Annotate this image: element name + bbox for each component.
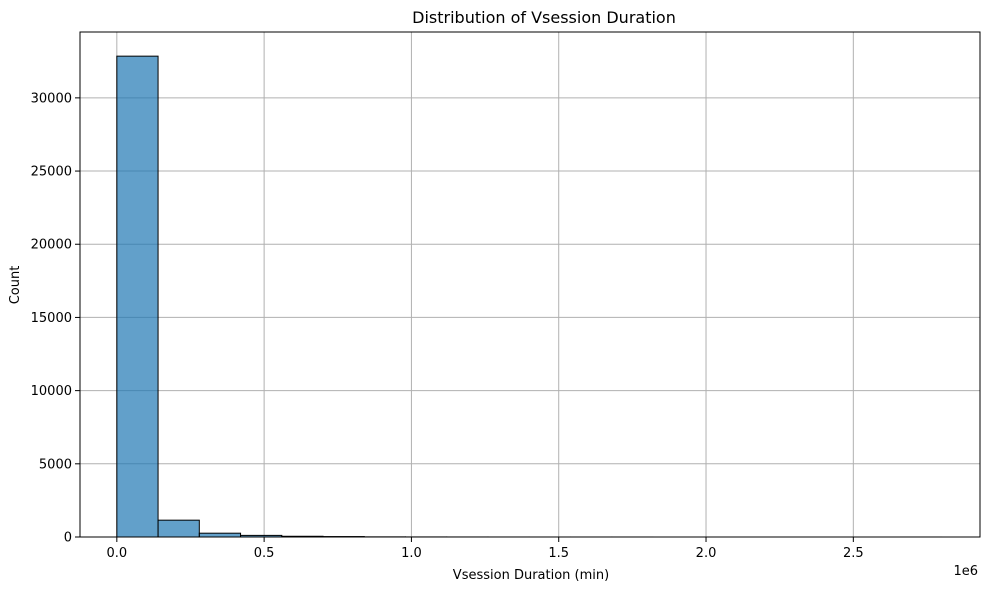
plot-frame (79, 31, 981, 538)
y-axis-label: Count (8, 266, 23, 305)
x-axis-offset-label: 1e6 (953, 564, 978, 579)
x-tick-label: 1.0 (401, 546, 422, 561)
y-tick-label: 15000 (31, 311, 72, 326)
x-tick-label: 1.5 (548, 546, 569, 561)
bars (116, 55, 943, 538)
y-tick-label: 30000 (31, 91, 72, 106)
grid (80, 32, 980, 538)
y-tick-label: 0 (64, 531, 72, 546)
y-tick-label: 10000 (31, 384, 72, 399)
histogram-bar (198, 532, 242, 538)
x-tick-label: 0.5 (254, 546, 275, 561)
y-axis: 0 5000 10000 15000 20000 25000 30000 (31, 91, 80, 546)
chart-title: Distribution of Vsession Duration (412, 8, 676, 27)
x-axis: 0.0 0.5 1.0 1.5 2.0 2.5 (106, 537, 864, 561)
histogram-bar (116, 55, 159, 538)
histogram-bar (157, 519, 200, 538)
y-tick-label: 20000 (31, 238, 72, 253)
x-tick-label: 0.0 (106, 546, 127, 561)
x-tick-label: 2.0 (696, 546, 717, 561)
y-tick-label: 5000 (39, 457, 72, 472)
x-tick-label: 2.5 (843, 546, 864, 561)
y-tick-label: 25000 (31, 165, 72, 180)
x-axis-label: Vsession Duration (min) (453, 568, 609, 583)
